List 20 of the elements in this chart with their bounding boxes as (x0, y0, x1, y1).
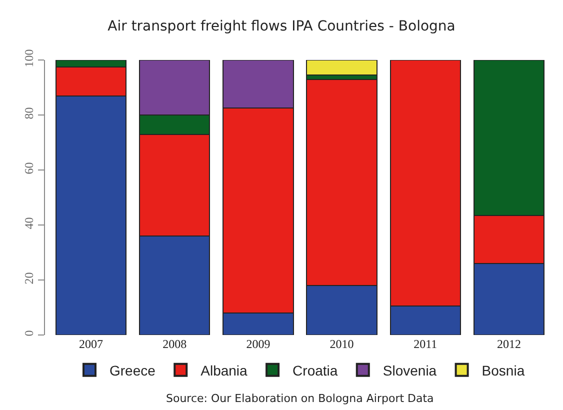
y-tick-label: 20 (22, 272, 36, 284)
y-tick-label: 80 (22, 107, 36, 120)
x-tick-label: 2008 (162, 337, 187, 351)
y-tick-label: 40 (22, 217, 36, 230)
y-tick-label: 60 (22, 162, 36, 174)
legend-label: Greece (110, 362, 156, 378)
legend-label: Bosnia (482, 362, 525, 378)
legend-label: Slovenia (382, 362, 437, 378)
chart-title: Air transport freight flows IPA Countries - Bologna (108, 18, 456, 34)
x-tick-label: 2009 (246, 337, 270, 351)
x-tick-label: 2012 (497, 337, 522, 351)
bar (306, 60, 378, 76)
legend-label: Albania (200, 362, 248, 378)
source-note: Source: Our Elaboration on Bologna Airport Data (166, 392, 434, 405)
x-tick-label: 2011 (414, 337, 438, 351)
legend-label: Croatia (292, 362, 338, 378)
x-tick-label: 2007 (78, 337, 103, 351)
y-tick-label: 0 (22, 330, 36, 336)
x-tick-label: 2010 (330, 337, 354, 351)
y-tick-label: 100 (22, 49, 36, 68)
